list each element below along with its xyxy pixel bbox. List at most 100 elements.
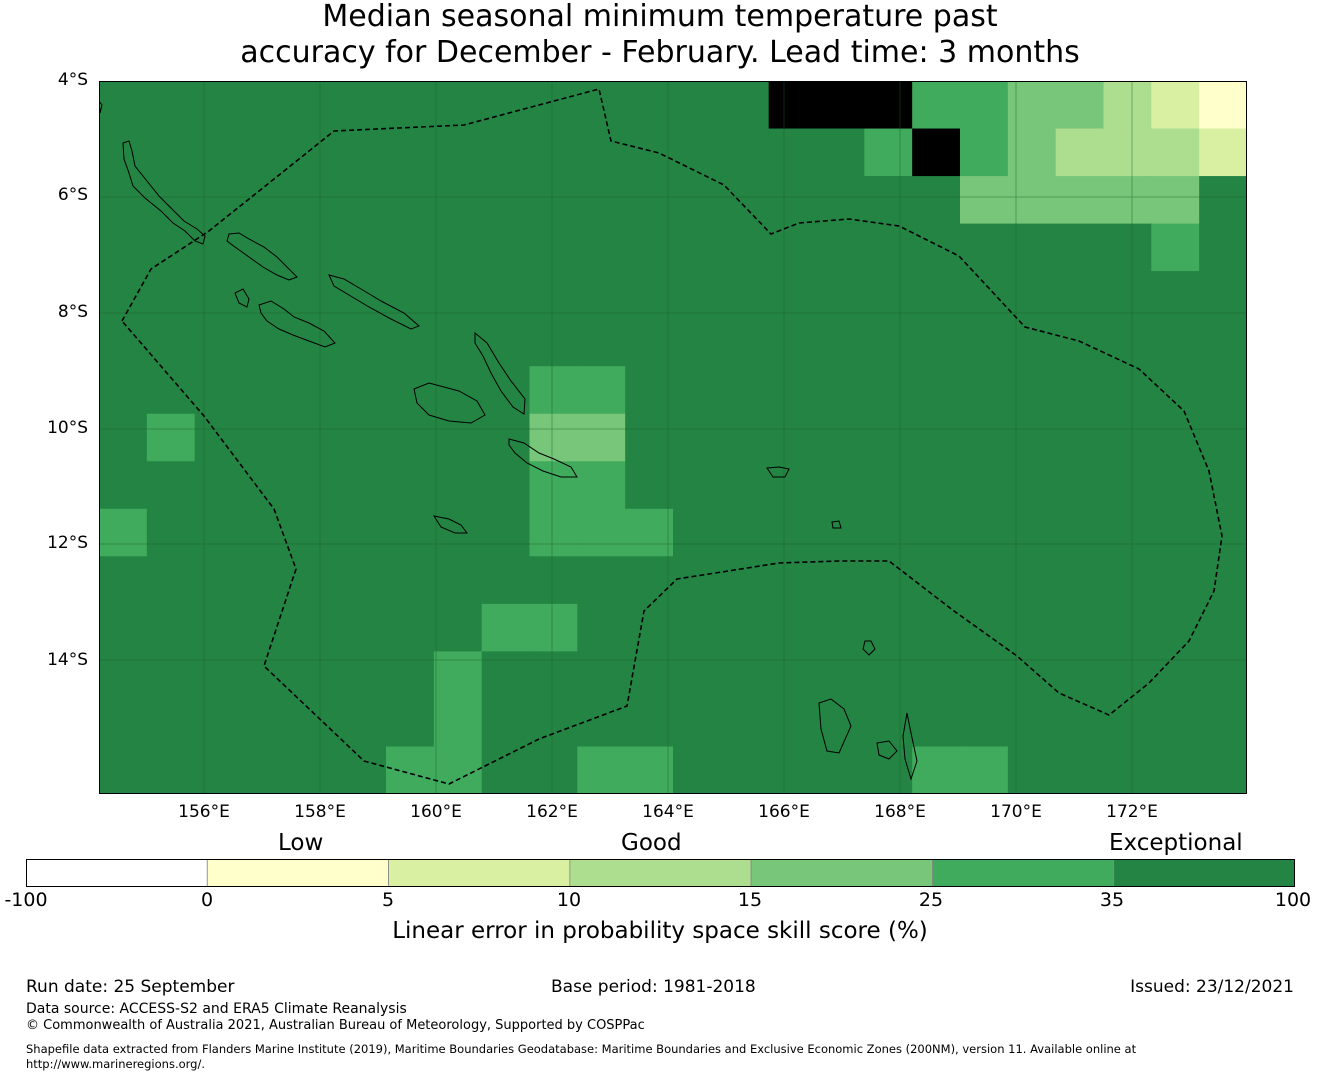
skill-cell	[242, 603, 291, 652]
skill-cell	[864, 318, 913, 367]
run-date: Run date: 25 September	[26, 977, 235, 997]
skill-cell	[529, 128, 578, 177]
skill-cell	[1199, 651, 1247, 700]
skill-cell	[864, 81, 913, 130]
copyright: © Commonwealth of Australia 2021, Austra…	[26, 1018, 645, 1033]
skill-cell	[625, 271, 674, 320]
skill-cell	[768, 556, 818, 605]
skill-cell	[1199, 746, 1247, 794]
skill-cell	[386, 461, 435, 510]
skill-cell	[577, 128, 626, 177]
skill-cell	[338, 508, 387, 557]
skill-cell	[386, 128, 435, 177]
skill-cell	[481, 461, 531, 510]
skill-cell	[99, 651, 148, 700]
skill-cell	[433, 461, 483, 510]
skill-cell	[242, 81, 291, 130]
skill-cell	[577, 176, 626, 225]
skill-cell	[386, 651, 435, 700]
skill-cell	[194, 698, 244, 748]
skill-cell	[960, 413, 1009, 462]
skill-cell	[433, 81, 483, 130]
skill-cell	[1199, 271, 1247, 320]
skill-cell	[529, 81, 578, 130]
skill-cell	[146, 176, 196, 225]
skill-cell	[481, 271, 531, 320]
skill-cell	[577, 698, 626, 748]
skill-cell	[290, 223, 339, 272]
skill-cell	[1007, 556, 1057, 605]
skill-cell	[1007, 366, 1057, 415]
skill-cell	[673, 651, 722, 700]
skill-cell	[99, 603, 148, 652]
legend-tick: 35	[1099, 889, 1125, 911]
skill-cell	[673, 603, 722, 652]
skill-cell	[1199, 81, 1247, 130]
skill-cell	[1199, 223, 1247, 272]
skill-cell	[673, 271, 722, 320]
skill-cell	[720, 318, 770, 367]
lat-label-10s: 10°S	[47, 418, 88, 438]
skill-cell	[433, 176, 483, 225]
skill-cell	[1103, 508, 1152, 557]
colorbar-segment	[26, 859, 208, 887]
skill-cell	[433, 223, 483, 272]
skill-cell	[1007, 603, 1057, 652]
skill-cell	[720, 271, 770, 320]
skill-cell	[386, 556, 435, 605]
skill-cell	[1151, 603, 1200, 652]
skill-cell	[864, 746, 913, 794]
skill-cell	[864, 223, 913, 272]
skill-cell	[194, 176, 244, 225]
skill-cell	[960, 651, 1009, 700]
skill-cell	[816, 176, 865, 225]
skill-cell	[768, 223, 818, 272]
skill-cell	[768, 508, 818, 557]
map-title-line-1: Median seasonal minimum temperature past	[322, 0, 998, 34]
skill-cell	[768, 128, 818, 177]
skill-cell	[99, 413, 148, 462]
skill-cell	[816, 128, 865, 177]
legend-tick: 25	[918, 889, 944, 911]
skill-cell	[338, 176, 387, 225]
skill-cell	[720, 556, 770, 605]
skill-cell	[1151, 176, 1200, 225]
skill-cell	[864, 271, 913, 320]
skill-cell	[1055, 318, 1105, 367]
skill-cell	[1151, 508, 1200, 557]
skill-cell	[577, 223, 626, 272]
skill-cell	[720, 746, 770, 794]
skill-cell	[99, 176, 148, 225]
skill-cell	[1007, 318, 1057, 367]
skill-cell	[338, 746, 387, 794]
lat-label-8s: 8°S	[57, 302, 88, 322]
skill-cell	[481, 556, 531, 605]
skill-cell	[194, 461, 244, 510]
colorbar-segment	[750, 859, 933, 887]
skill-cell	[625, 603, 674, 652]
skill-cell	[816, 508, 865, 557]
skill-cell	[1103, 223, 1152, 272]
skill-cell	[720, 508, 770, 557]
skill-cell	[912, 318, 961, 367]
colorbar-segment	[1113, 859, 1295, 887]
skill-cell	[1151, 81, 1200, 130]
skill-cell	[673, 508, 722, 557]
skill-cell	[816, 81, 865, 130]
skill-cell	[960, 128, 1009, 177]
skill-cell	[960, 508, 1009, 557]
skill-cell	[481, 746, 531, 794]
skill-cell	[194, 128, 244, 177]
skill-cell	[1007, 223, 1057, 272]
legend-tick: 10	[556, 889, 582, 911]
skill-cell	[816, 318, 865, 367]
skill-cell	[1199, 176, 1247, 225]
skill-cell	[673, 413, 722, 462]
skill-cell	[864, 461, 913, 510]
skill-cell	[529, 556, 578, 605]
skill-cell	[720, 81, 770, 130]
skill-cell	[1103, 746, 1152, 794]
skill-cell	[99, 318, 148, 367]
skill-cell	[1055, 366, 1105, 415]
skill-cell	[290, 603, 339, 652]
